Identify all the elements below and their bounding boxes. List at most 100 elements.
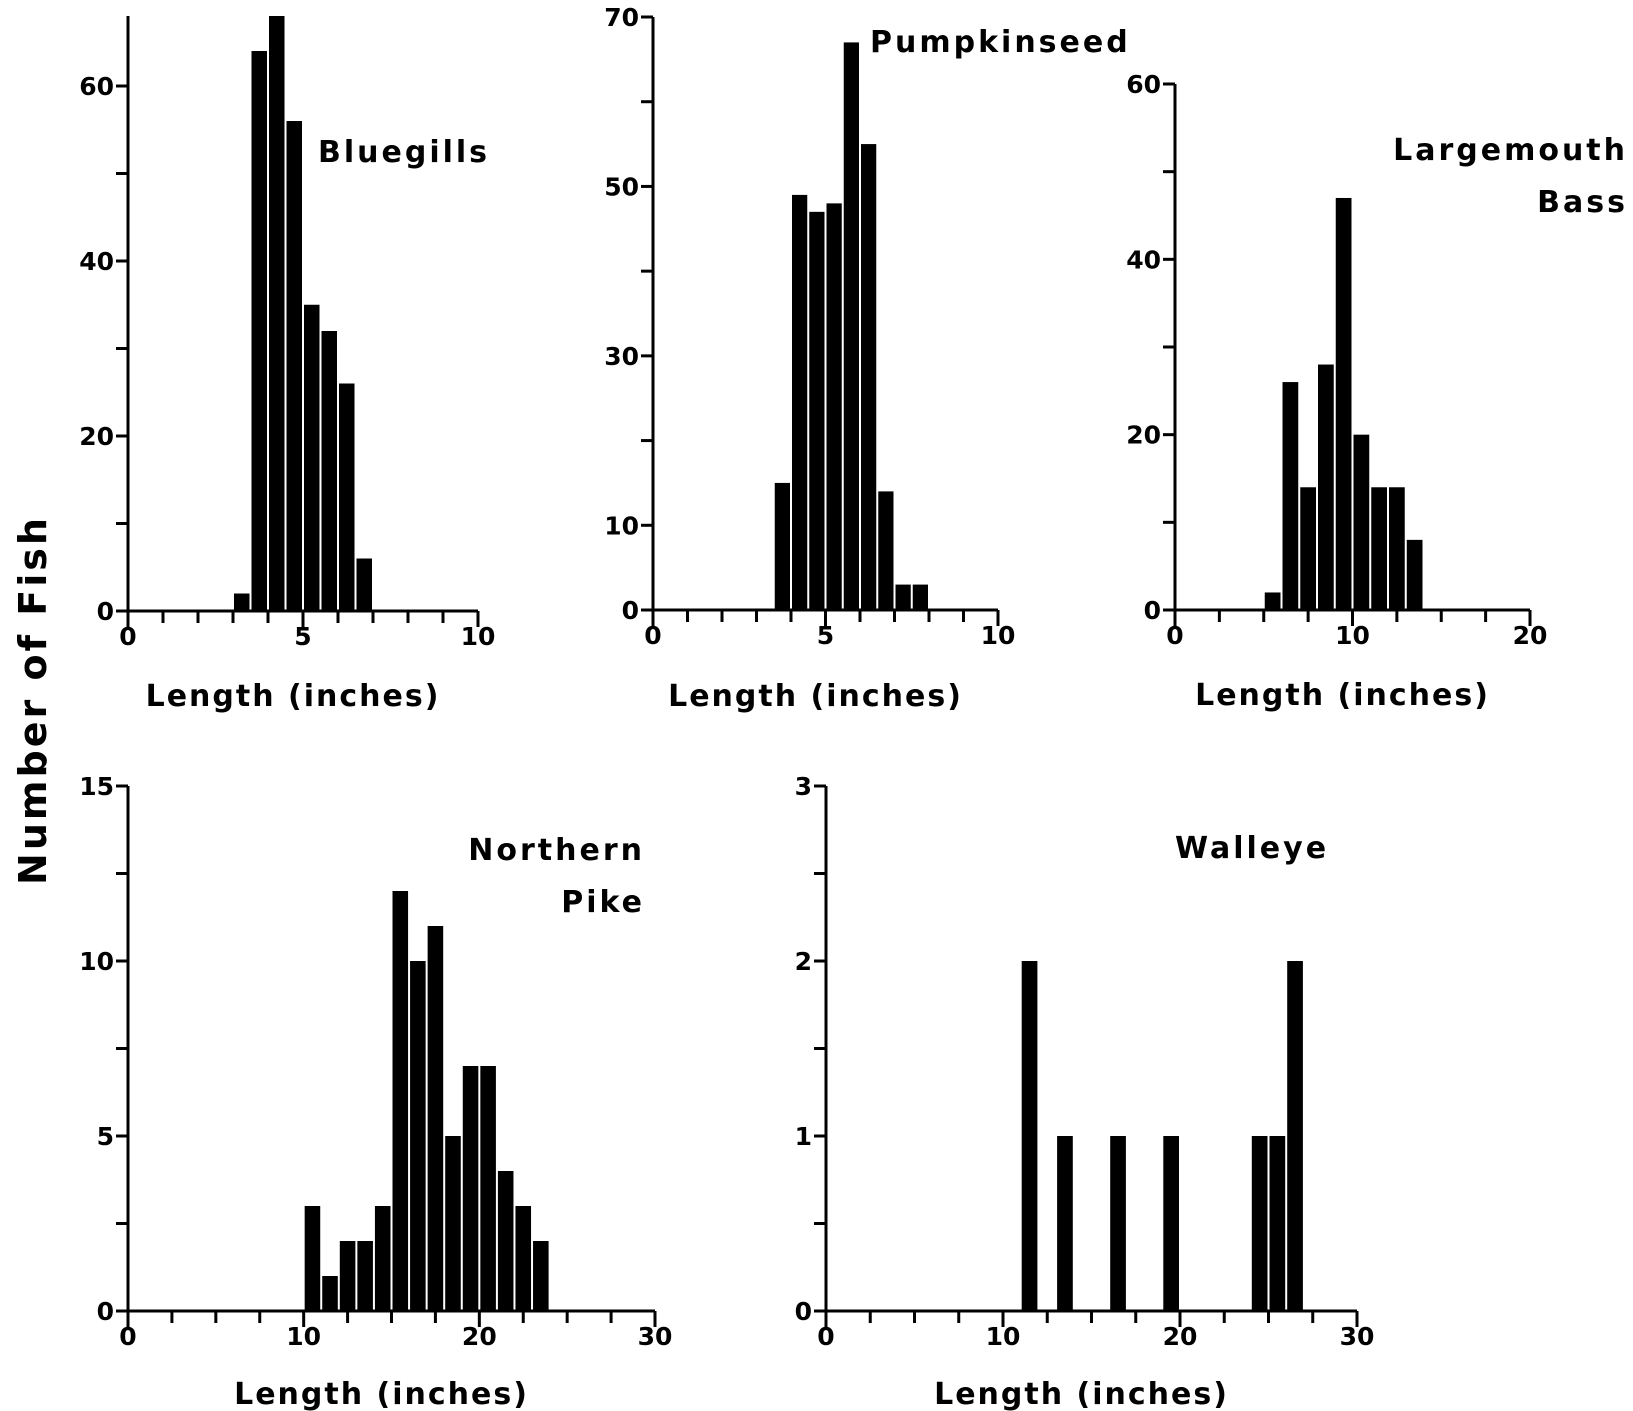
histogram-bar xyxy=(374,1206,391,1311)
x-tick-label: 10 xyxy=(981,621,1016,650)
histogram-panel: 0 10 20 30 0 1 2 3 Length (inches) Walleye xyxy=(795,772,1375,1411)
y-tick-label: 0 xyxy=(622,596,639,625)
histogram-bar xyxy=(809,211,825,611)
series-label: Largemouth xyxy=(1393,133,1628,168)
x-tick-label: 20 xyxy=(1163,1322,1198,1351)
histogram-panel: 0 10 20 30 0 5 10 15 Length (inches) Northern Pike xyxy=(79,772,672,1411)
histogram-bar xyxy=(462,1066,479,1311)
x-tick-label: 0 xyxy=(817,1322,834,1351)
y-tick-label: 10 xyxy=(79,947,114,976)
y-tick-label: 40 xyxy=(79,247,114,276)
y-tick-label: 1 xyxy=(795,1122,812,1151)
y-tick-label: 20 xyxy=(79,422,114,451)
histogram-bar xyxy=(861,144,877,611)
histogram-bar xyxy=(1353,434,1370,610)
histogram-bar xyxy=(1335,197,1352,610)
histogram-bar xyxy=(357,1241,373,1311)
x-tick-label: 5 xyxy=(294,622,311,651)
histogram-bar xyxy=(1287,961,1303,1311)
x-axis-title: Length (inches) xyxy=(668,679,963,714)
y-tick-label: 0 xyxy=(795,1297,812,1326)
x-tick-label: 10 xyxy=(461,622,496,651)
x-tick-label: 0 xyxy=(119,622,136,651)
y-tick-label: 2 xyxy=(795,947,812,976)
histogram-bar xyxy=(1021,961,1038,1311)
x-tick-label: 0 xyxy=(1166,621,1183,650)
histogram-bar xyxy=(843,42,859,610)
histogram-panel: 0 10 20 0 20 40 60 Length (inches) Largemouth Bas… xyxy=(1126,70,1628,713)
y-tick-label: 5 xyxy=(97,1122,114,1151)
x-tick-label: 20 xyxy=(1513,621,1548,650)
histogram-bar xyxy=(1371,487,1387,610)
x-tick-label: 20 xyxy=(462,1322,497,1351)
histogram-bar xyxy=(895,584,911,610)
histogram-bar xyxy=(304,304,320,611)
x-tick-label: 10 xyxy=(1335,621,1370,650)
series-label: Bluegills xyxy=(318,135,490,170)
y-tick-label: 60 xyxy=(1126,70,1161,99)
histogram-bar xyxy=(322,1276,338,1311)
histogram-bar xyxy=(826,203,842,610)
histogram-bar xyxy=(515,1206,532,1311)
x-tick-label: 30 xyxy=(638,1322,673,1351)
histogram-bar xyxy=(392,891,409,1311)
histogram-bar xyxy=(774,482,790,610)
histogram-bar xyxy=(1282,382,1299,610)
histogram-bar xyxy=(1057,1136,1073,1311)
x-tick-label: 10 xyxy=(986,1322,1021,1351)
histogram-bar xyxy=(286,121,302,611)
x-axis-title: Length (inches) xyxy=(1195,678,1490,713)
x-axis-title: Length (inches) xyxy=(934,1377,1229,1411)
y-tick-label: 0 xyxy=(97,597,114,626)
histogram-bar xyxy=(251,51,267,611)
histogram-panel: 0 5 10 0 10 30 50 70 Length (inches) Pumpkinseed xyxy=(604,3,1128,714)
histogram-bar xyxy=(497,1171,514,1311)
y-tick-label: 20 xyxy=(1126,421,1161,450)
histogram-bar xyxy=(269,16,285,611)
histogram-bar xyxy=(304,1206,321,1311)
x-axis-title: Length (inches) xyxy=(234,1377,529,1411)
histogram-bar xyxy=(1251,1136,1268,1311)
histogram-bar xyxy=(234,593,250,611)
histogram-bar xyxy=(1269,1136,1286,1311)
histogram-bar xyxy=(339,1241,356,1311)
histogram-bar xyxy=(1163,1136,1179,1311)
histogram-bar xyxy=(1389,487,1405,610)
histogram-bar xyxy=(427,926,444,1311)
histogram-bar xyxy=(1318,364,1334,610)
y-tick-label: 70 xyxy=(604,3,639,32)
y-tick-label: 30 xyxy=(604,342,639,371)
histogram-bar xyxy=(1264,592,1281,610)
histogram-bar xyxy=(1406,539,1423,610)
series-label: Northern xyxy=(468,833,645,868)
y-tick-label: 0 xyxy=(1144,596,1161,625)
y-tick-label: 0 xyxy=(97,1297,114,1326)
series-label: Pike xyxy=(561,885,645,920)
histogram-bar xyxy=(356,558,372,611)
y-tick-label: 3 xyxy=(795,772,812,801)
x-axis-title: Length (inches) xyxy=(146,679,441,714)
histogram-bar xyxy=(339,383,355,611)
histogram-bar xyxy=(480,1066,496,1311)
histogram-bar xyxy=(912,584,928,610)
histogram-bar xyxy=(445,1136,461,1311)
x-tick-label: 0 xyxy=(119,1322,136,1351)
histogram-bar xyxy=(878,491,894,610)
y-tick-label: 10 xyxy=(604,511,639,540)
histogram-bar xyxy=(1110,1136,1126,1311)
x-tick-label: 0 xyxy=(644,621,661,650)
histogram-bar xyxy=(533,1241,549,1311)
series-label: Walleye xyxy=(1175,831,1329,866)
histogram-bar xyxy=(321,331,337,611)
histogram-bar xyxy=(410,961,426,1311)
series-label: Bass xyxy=(1537,185,1628,220)
x-tick-label: 5 xyxy=(817,621,834,650)
histogram-bar xyxy=(1300,487,1316,610)
histogram-panel: 0 5 10 0 20 40 60 Length (inches) Bluegills xyxy=(79,16,495,714)
histogram-bar xyxy=(792,194,808,610)
y-tick-label: 50 xyxy=(604,172,639,201)
x-tick-label: 30 xyxy=(1340,1322,1375,1351)
y-tick-label: 40 xyxy=(1126,245,1161,274)
y-axis-title: Number of Fish xyxy=(11,515,55,885)
